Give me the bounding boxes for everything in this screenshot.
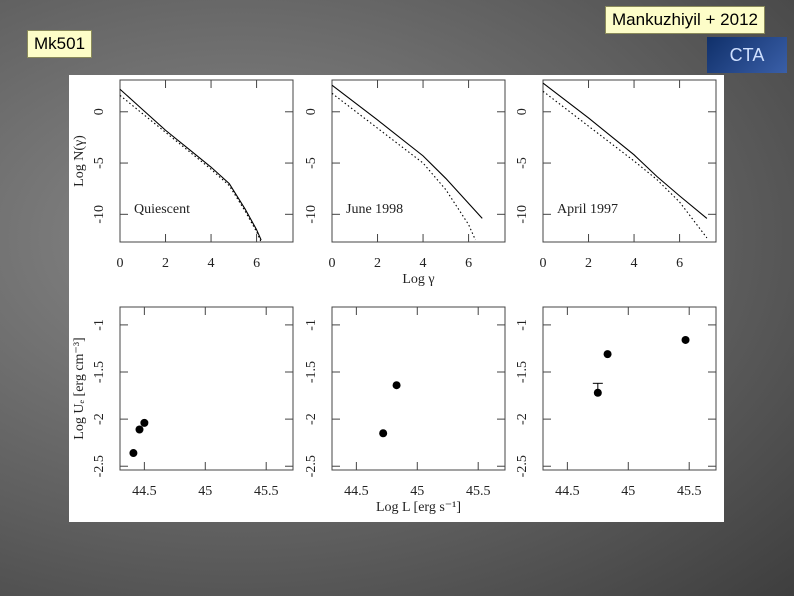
x-tick-label: 44.5 <box>132 484 157 499</box>
y-tick-label: -1.5 <box>515 361 530 383</box>
x-tick-label: 44.5 <box>555 484 580 499</box>
spectrum-line <box>331 92 476 241</box>
spectrum-line <box>119 94 262 243</box>
x-tick-label: 45 <box>410 484 424 499</box>
y-tick-label: -1.5 <box>92 361 107 383</box>
x-tick-label: 4 <box>420 256 427 271</box>
y-tick-label: -2 <box>304 413 319 425</box>
data-point <box>135 425 144 434</box>
x-tick-label: 45.5 <box>254 484 279 499</box>
plot-frame <box>331 79 506 243</box>
x-tick-label: 0 <box>329 256 336 271</box>
x-tick-label: 0 <box>117 256 124 271</box>
x-tick-label: 6 <box>676 256 683 271</box>
x-tick-label: 45.5 <box>466 484 491 499</box>
x-axis-label: Log L [erg s⁻¹] <box>376 500 461 515</box>
annotation: June 1998 <box>346 202 403 217</box>
data-point <box>603 350 612 359</box>
y-tick-label: -5 <box>92 157 107 169</box>
annotation: Quiescent <box>134 202 190 217</box>
y-tick-label: -2 <box>515 413 530 425</box>
spectrum-line <box>331 84 483 219</box>
y-tick-label: -1 <box>304 319 319 331</box>
x-tick-label: 4 <box>631 256 638 271</box>
spectrum-line <box>119 88 262 241</box>
y-axis-label: Log N(γ) <box>72 135 87 187</box>
data-point <box>593 388 602 397</box>
x-tick-label: 2 <box>585 256 592 271</box>
spectrum-line <box>542 82 708 219</box>
y-tick-label: -5 <box>304 157 319 169</box>
y-tick-label: -10 <box>515 205 530 224</box>
y-tick-label: -2 <box>92 413 107 425</box>
x-tick-label: 6 <box>465 256 472 271</box>
y-tick-label: 0 <box>304 108 319 115</box>
data-point <box>140 418 149 427</box>
data-point <box>681 335 690 344</box>
x-tick-label: 2 <box>162 256 169 271</box>
x-tick-label: 2 <box>374 256 381 271</box>
y-tick-label: -2.5 <box>92 455 107 477</box>
y-tick-label: -10 <box>304 205 319 224</box>
data-point <box>392 381 401 390</box>
figure-background <box>69 75 724 522</box>
citation: Mankuzhiyil + 2012 <box>605 6 766 34</box>
logo: CTA <box>707 37 787 73</box>
object-label: Mk501 <box>27 30 93 58</box>
x-tick-label: 45 <box>621 484 635 499</box>
y-tick-label: -5 <box>515 157 530 169</box>
y-tick-label: 0 <box>92 108 107 115</box>
y-tick-label: -2.5 <box>515 455 530 477</box>
x-tick-label: 44.5 <box>344 484 369 499</box>
plot-frame <box>119 306 294 471</box>
x-tick-label: 45 <box>198 484 212 499</box>
plot-frame <box>542 306 717 471</box>
data-point <box>379 429 388 438</box>
plot-frame <box>331 306 506 471</box>
plot-frame <box>119 79 294 243</box>
plot-frame <box>542 79 717 243</box>
y-tick-label: -1 <box>515 319 530 331</box>
x-tick-label: 45.5 <box>677 484 702 499</box>
annotation: April 1997 <box>557 202 618 217</box>
x-tick-label: 4 <box>208 256 215 271</box>
y-tick-label: 0 <box>515 108 530 115</box>
x-tick-label: 6 <box>253 256 260 271</box>
data-point <box>129 449 138 458</box>
x-axis-label: Log γ <box>402 272 434 287</box>
spectrum-line <box>542 90 708 239</box>
y-tick-label: -2.5 <box>304 455 319 477</box>
y-tick-label: -1.5 <box>304 361 319 383</box>
y-tick-label: -1 <box>92 319 107 331</box>
y-axis-label: Log Uₑ [erg cm⁻³] <box>72 337 87 439</box>
x-tick-label: 0 <box>540 256 547 271</box>
y-tick-label: -10 <box>92 205 107 224</box>
